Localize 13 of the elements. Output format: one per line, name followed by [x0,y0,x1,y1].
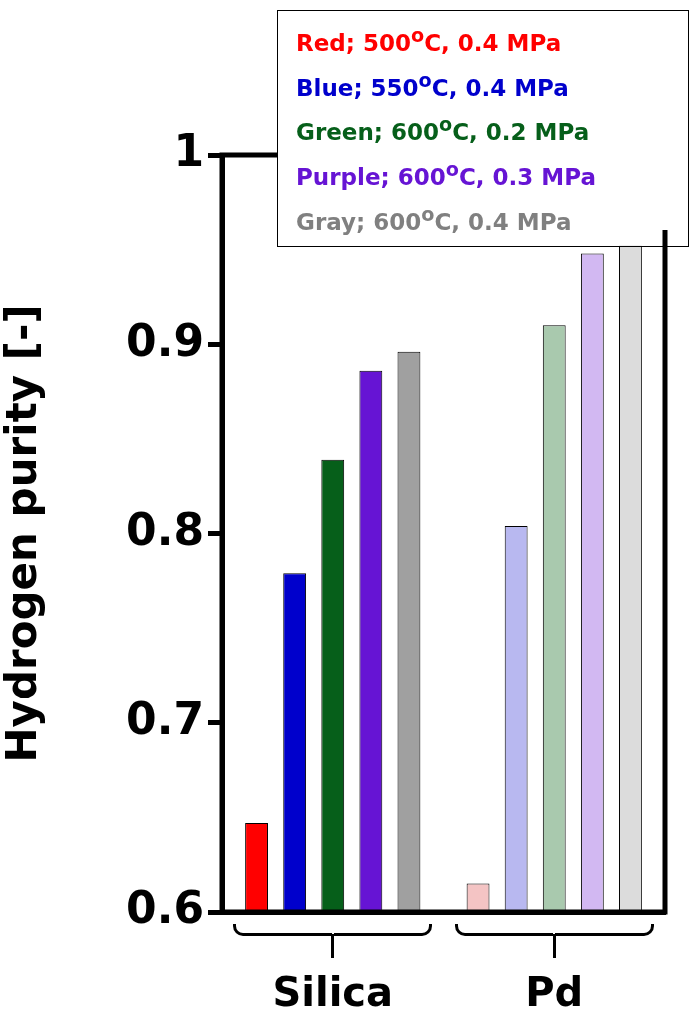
y-tick-label: 0.7 [126,693,204,745]
y-tick-label: 0.6 [126,882,204,934]
text: Blue; 550$^{o}$C, 0.4 MPa [296,67,570,103]
text: Green; 600$^{o}$C, 0.2 MPa [296,112,591,147]
text: Purple; 600$^{o}$C, 0.3 MPa [296,156,597,192]
x-tick-label: Silica [272,969,394,1016]
y-tick-label: 1 [173,125,204,177]
text: Gray; 600$^{o}$C, 0.4 MPa [296,201,573,237]
y-tick-label: 0.9 [126,314,204,366]
x-tick-label: Pd [525,969,584,1016]
text: Red; 500$^{o}$C, 0.4 MPa [296,23,563,58]
y-axis-title: Hydrogen purity [-] [0,304,47,763]
y-tick-label: 0.8 [126,503,204,555]
